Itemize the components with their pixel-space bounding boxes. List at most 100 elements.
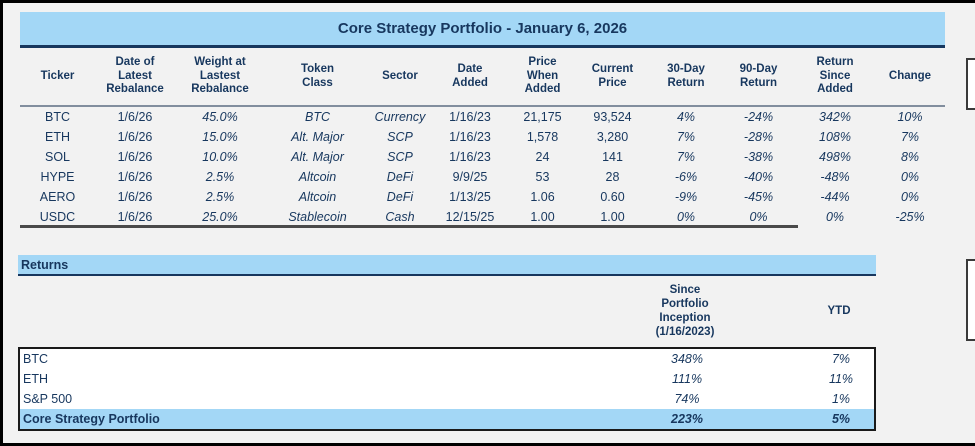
cell-weight[interactable]: 15.0%: [202, 130, 238, 144]
cell-current-price[interactable]: 1.00: [600, 210, 625, 224]
cell-ticker[interactable]: BTC: [45, 110, 70, 124]
table-row: USDC 1/6/26 25.0% Stablecoin Cash 12/15/25 1.0…: [20, 207, 945, 227]
cell-price-when-added[interactable]: 21,175: [523, 110, 562, 124]
cell-sector[interactable]: Currency: [374, 110, 426, 124]
returns-row-inception[interactable]: 74%: [674, 392, 700, 406]
cell-ticker[interactable]: HYPE: [40, 170, 75, 184]
cell-return-since-added[interactable]: 0%: [825, 210, 845, 224]
cell-token-class[interactable]: Altcoin: [298, 170, 337, 184]
returns-total-row: Core Strategy Portfolio 223% 5%: [20, 409, 874, 429]
returns-row-ytd[interactable]: 11%: [828, 372, 854, 386]
cell-date-added[interactable]: 1/13/25: [449, 190, 491, 204]
cell-date-added[interactable]: 9/9/25: [452, 170, 488, 184]
col-header-return-30d: 30-Day Return: [667, 62, 705, 89]
returns-row-ytd[interactable]: 1%: [831, 392, 851, 406]
col-header-sector: Sector: [382, 69, 418, 82]
cell-change[interactable]: 0%: [900, 190, 920, 204]
cell-current-price[interactable]: 3,280: [596, 130, 629, 144]
cell-token-class[interactable]: BTC: [305, 110, 330, 124]
cell-rebalance-date[interactable]: 1/6/26: [117, 110, 153, 124]
returns-row-inception[interactable]: 348%: [671, 352, 703, 366]
cell-return-90d[interactable]: -38%: [743, 150, 774, 164]
cell-weight[interactable]: 45.0%: [202, 110, 238, 124]
cell-ticker[interactable]: ETH: [45, 130, 70, 144]
cutoff-cell-fragment-middle: [966, 259, 975, 341]
cell-return-90d[interactable]: -28%: [743, 130, 774, 144]
cell-date-added[interactable]: 12/15/25: [445, 210, 495, 224]
cell-change[interactable]: 10%: [897, 110, 923, 124]
cell-token-class[interactable]: Stablecoin: [288, 210, 347, 224]
returns-row-label[interactable]: ETH: [23, 372, 48, 386]
cell-sector[interactable]: Cash: [385, 210, 415, 224]
cell-rebalance-date[interactable]: 1/6/26: [117, 150, 153, 164]
cell-return-since-added[interactable]: -44%: [820, 190, 850, 204]
cell-return-30d[interactable]: -6%: [674, 170, 698, 184]
returns-row-ytd[interactable]: 7%: [831, 352, 851, 366]
returns-row-inception[interactable]: 111%: [671, 372, 703, 386]
col-header-rebalance-date: Date of Latest Rebalance: [106, 56, 164, 96]
cell-return-30d[interactable]: -9%: [674, 190, 698, 204]
cell-return-since-added[interactable]: 342%: [819, 110, 851, 124]
cell-weight[interactable]: 2.5%: [205, 190, 235, 204]
cell-token-class[interactable]: Alt. Major: [291, 130, 344, 144]
cell-change[interactable]: 7%: [900, 130, 920, 144]
cell-token-class[interactable]: Alt. Major: [291, 150, 344, 164]
cell-rebalance-date[interactable]: 1/6/26: [117, 190, 153, 204]
cell-price-when-added[interactable]: 24: [535, 150, 550, 164]
table-row: BTC 1/6/26 45.0% BTC Currency 1/16/23 21,175 93…: [20, 107, 945, 127]
cell-price-when-added[interactable]: 1.06: [530, 190, 555, 204]
cell-change[interactable]: 8%: [900, 150, 920, 164]
holdings-rows: BTC 1/6/26 45.0% BTC Currency 1/16/23 21,175 93…: [20, 107, 945, 227]
returns-column-headers: Since Portfolio Inception (1/16/2023) YT…: [18, 279, 876, 345]
cell-sector[interactable]: DeFi: [386, 190, 414, 204]
cell-change[interactable]: -25%: [895, 210, 925, 224]
cell-date-added[interactable]: 1/16/23: [449, 110, 491, 124]
cell-rebalance-date[interactable]: 1/6/26: [117, 210, 153, 224]
cell-return-30d[interactable]: 0%: [676, 210, 696, 224]
table-row: AERO 1/6/26 2.5% Altcoin DeFi 1/13/25 1.06 0.60…: [20, 187, 945, 207]
cell-current-price[interactable]: 141: [602, 150, 623, 164]
cell-sector[interactable]: DeFi: [386, 170, 414, 184]
cell-ticker[interactable]: USDC: [39, 210, 76, 224]
cell-return-90d[interactable]: 0%: [749, 210, 768, 224]
returns-table: BTC 348% 7% ETH 111% 11% S&P 500 74% 1% Core Stra…: [18, 347, 876, 431]
cell-sector[interactable]: SCP: [387, 150, 413, 164]
returns-row-inception[interactable]: 223%: [671, 412, 703, 426]
cell-weight[interactable]: 25.0%: [202, 210, 238, 224]
cell-return-90d[interactable]: -45%: [743, 190, 774, 204]
cell-price-when-added[interactable]: 1,578: [526, 130, 559, 144]
cell-rebalance-date[interactable]: 1/6/26: [117, 170, 153, 184]
col-header-ticker: Ticker: [40, 69, 75, 82]
cell-date-added[interactable]: 1/16/23: [449, 130, 491, 144]
cell-price-when-added[interactable]: 1.00: [530, 210, 555, 224]
cell-current-price[interactable]: 0.60: [600, 190, 625, 204]
cell-return-since-added[interactable]: -48%: [820, 170, 850, 184]
cell-date-added[interactable]: 1/16/23: [449, 150, 491, 164]
returns-row-label[interactable]: BTC: [23, 352, 48, 366]
cell-weight[interactable]: 10.0%: [202, 150, 238, 164]
cell-weight[interactable]: 2.5%: [205, 170, 235, 184]
cell-ticker[interactable]: SOL: [44, 150, 70, 164]
cell-ticker[interactable]: AERO: [39, 190, 76, 204]
returns-row-label[interactable]: S&P 500: [23, 392, 73, 406]
holdings-table: Ticker Date of Latest Rebalance Weight at …: [20, 48, 945, 227]
cell-return-30d[interactable]: 7%: [676, 130, 696, 144]
cell-sector[interactable]: SCP: [387, 130, 413, 144]
cell-return-90d[interactable]: -24%: [743, 110, 774, 124]
cell-return-90d[interactable]: -40%: [743, 170, 774, 184]
cell-price-when-added[interactable]: 53: [535, 170, 550, 184]
cell-rebalance-date[interactable]: 1/6/26: [117, 130, 153, 144]
cell-current-price[interactable]: 93,524: [593, 110, 632, 124]
cell-return-since-added[interactable]: 108%: [819, 130, 851, 144]
returns-row-label[interactable]: Core Strategy Portfolio: [23, 412, 160, 426]
returns-row-ytd[interactable]: 5%: [831, 412, 851, 426]
cell-return-30d[interactable]: 4%: [676, 110, 696, 124]
portfolio-title-band: Core Strategy Portfolio - January 6, 202…: [20, 12, 945, 48]
cell-current-price[interactable]: 28: [605, 170, 620, 184]
col-header-price-when-added: Price When Added: [524, 56, 561, 96]
cell-return-30d[interactable]: 7%: [676, 150, 696, 164]
returns-section-label: Returns: [21, 257, 69, 272]
cell-change[interactable]: 0%: [900, 170, 920, 184]
cell-token-class[interactable]: Altcoin: [298, 190, 337, 204]
cell-return-since-added[interactable]: 498%: [819, 150, 851, 164]
